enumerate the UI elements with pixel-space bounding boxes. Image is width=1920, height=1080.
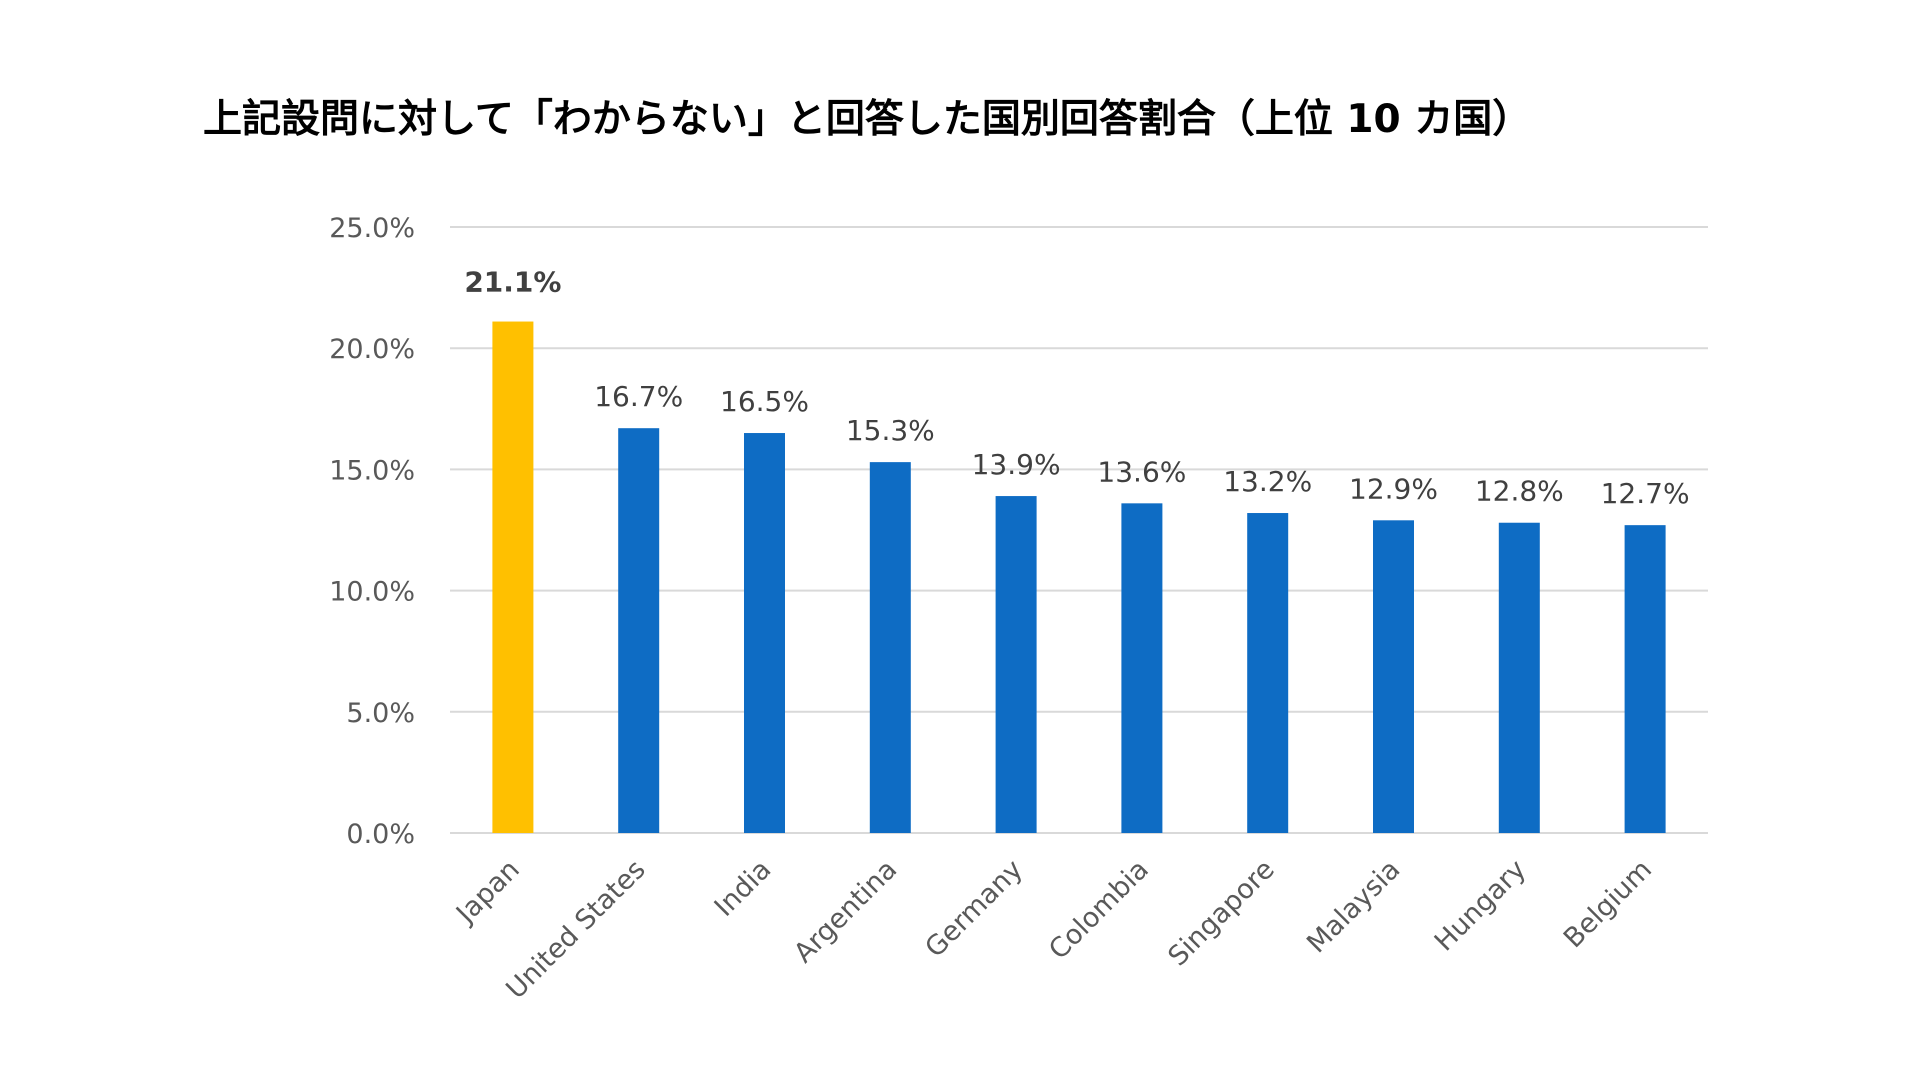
data-label: 15.3% — [846, 414, 935, 447]
x-tick-label: Japan — [449, 854, 526, 931]
data-label: 12.9% — [1349, 472, 1438, 505]
bar-malaysia — [1373, 520, 1414, 833]
bar-india — [744, 433, 785, 833]
data-label: 21.1% — [464, 266, 561, 299]
data-label: 12.7% — [1601, 477, 1690, 510]
x-tick-label: Colombia — [1043, 854, 1155, 966]
bar-argentina — [869, 462, 911, 833]
bar-belgium — [1624, 525, 1666, 833]
bar-hungary — [1498, 522, 1540, 833]
x-tick-label: Malaysia — [1301, 854, 1406, 959]
x-tick-label: Argentina — [788, 854, 903, 969]
y-axis-tick-labels: 0.0% 5.0% 10.0% 15.0% 20.0% 25.0% — [329, 213, 415, 850]
y-tick-label: 20.0% — [329, 334, 415, 365]
bars — [492, 321, 1666, 833]
bar-singapore — [1247, 513, 1289, 833]
bar-germany — [995, 496, 1037, 833]
data-label: 12.8% — [1475, 475, 1564, 508]
bar-united-states — [618, 428, 660, 833]
x-tick-label: Singapore — [1162, 854, 1280, 972]
y-tick-label: 0.0% — [346, 819, 415, 850]
data-label: 16.7% — [594, 380, 683, 413]
y-tick-label: 25.0% — [329, 213, 415, 244]
data-label: 13.2% — [1223, 465, 1312, 498]
x-tick-label: Belgium — [1558, 854, 1658, 954]
bar-japan — [492, 321, 534, 833]
data-label: 13.9% — [972, 448, 1061, 481]
data-labels: 21.1% 16.7% 16.5% 15.3% 13.9% 13.6% 13.2% 12.9%… — [464, 266, 1689, 511]
gridlines — [450, 226, 1708, 834]
bar-colombia — [1121, 503, 1163, 833]
y-tick-label: 10.0% — [329, 577, 415, 608]
x-tick-label: Hungary — [1429, 854, 1532, 957]
x-tick-label: India — [709, 854, 778, 923]
chart-title: 上記設問に対して「わからない」と回答した国別回答割合（上位 10 カ国） — [203, 97, 1532, 142]
y-tick-label: 15.0% — [329, 455, 415, 486]
x-tick-label: Germany — [919, 854, 1029, 964]
data-label: 13.6% — [1097, 455, 1186, 488]
data-label: 16.5% — [720, 385, 809, 418]
y-tick-label: 5.0% — [346, 698, 415, 729]
